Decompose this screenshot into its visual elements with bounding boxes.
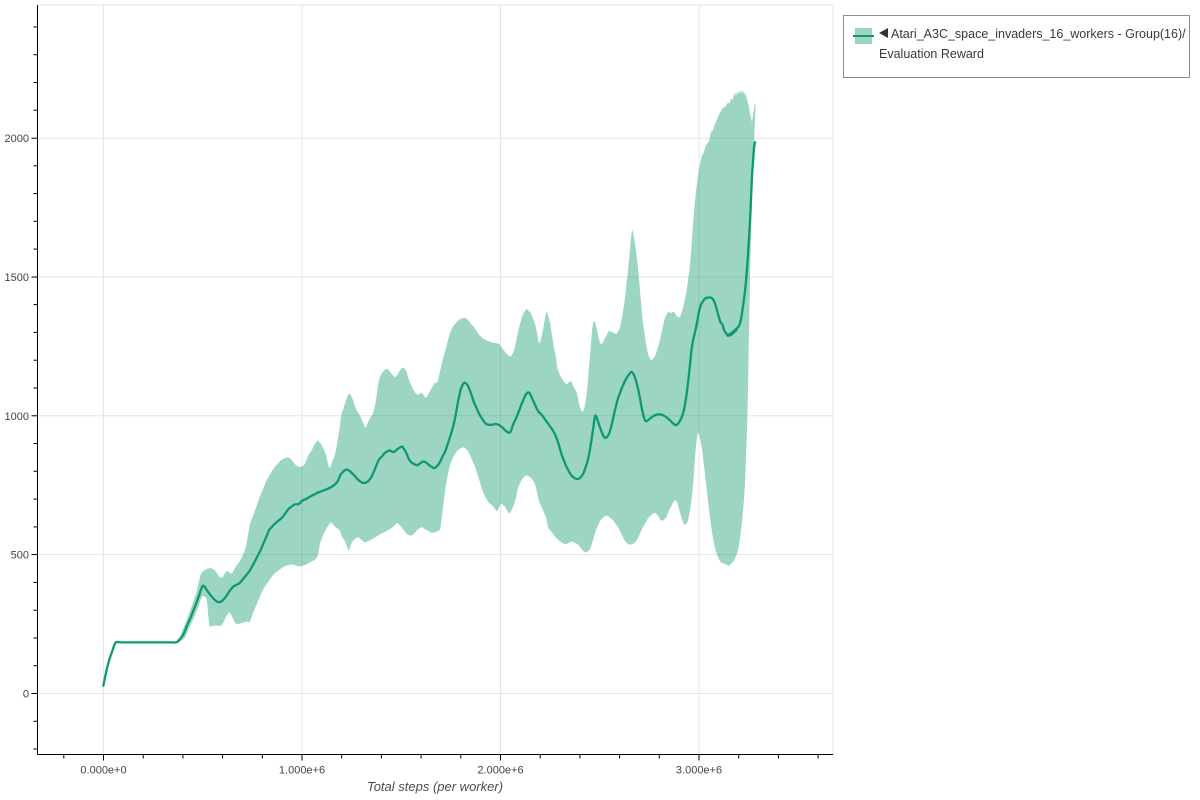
svg-text:1500: 1500 <box>5 272 29 284</box>
svg-text:1000: 1000 <box>5 411 29 423</box>
svg-text:2.000e+6: 2.000e+6 <box>477 765 523 777</box>
svg-text:500: 500 <box>11 550 29 562</box>
svg-text:3.000e+6: 3.000e+6 <box>676 765 722 777</box>
svg-text:0: 0 <box>23 689 29 701</box>
svg-text:Total steps (per worker): Total steps (per worker) <box>367 779 503 794</box>
svg-text:2000: 2000 <box>5 133 29 145</box>
svg-text:1.000e+6: 1.000e+6 <box>279 765 325 777</box>
svg-text:0.000e+0: 0.000e+0 <box>80 765 126 777</box>
